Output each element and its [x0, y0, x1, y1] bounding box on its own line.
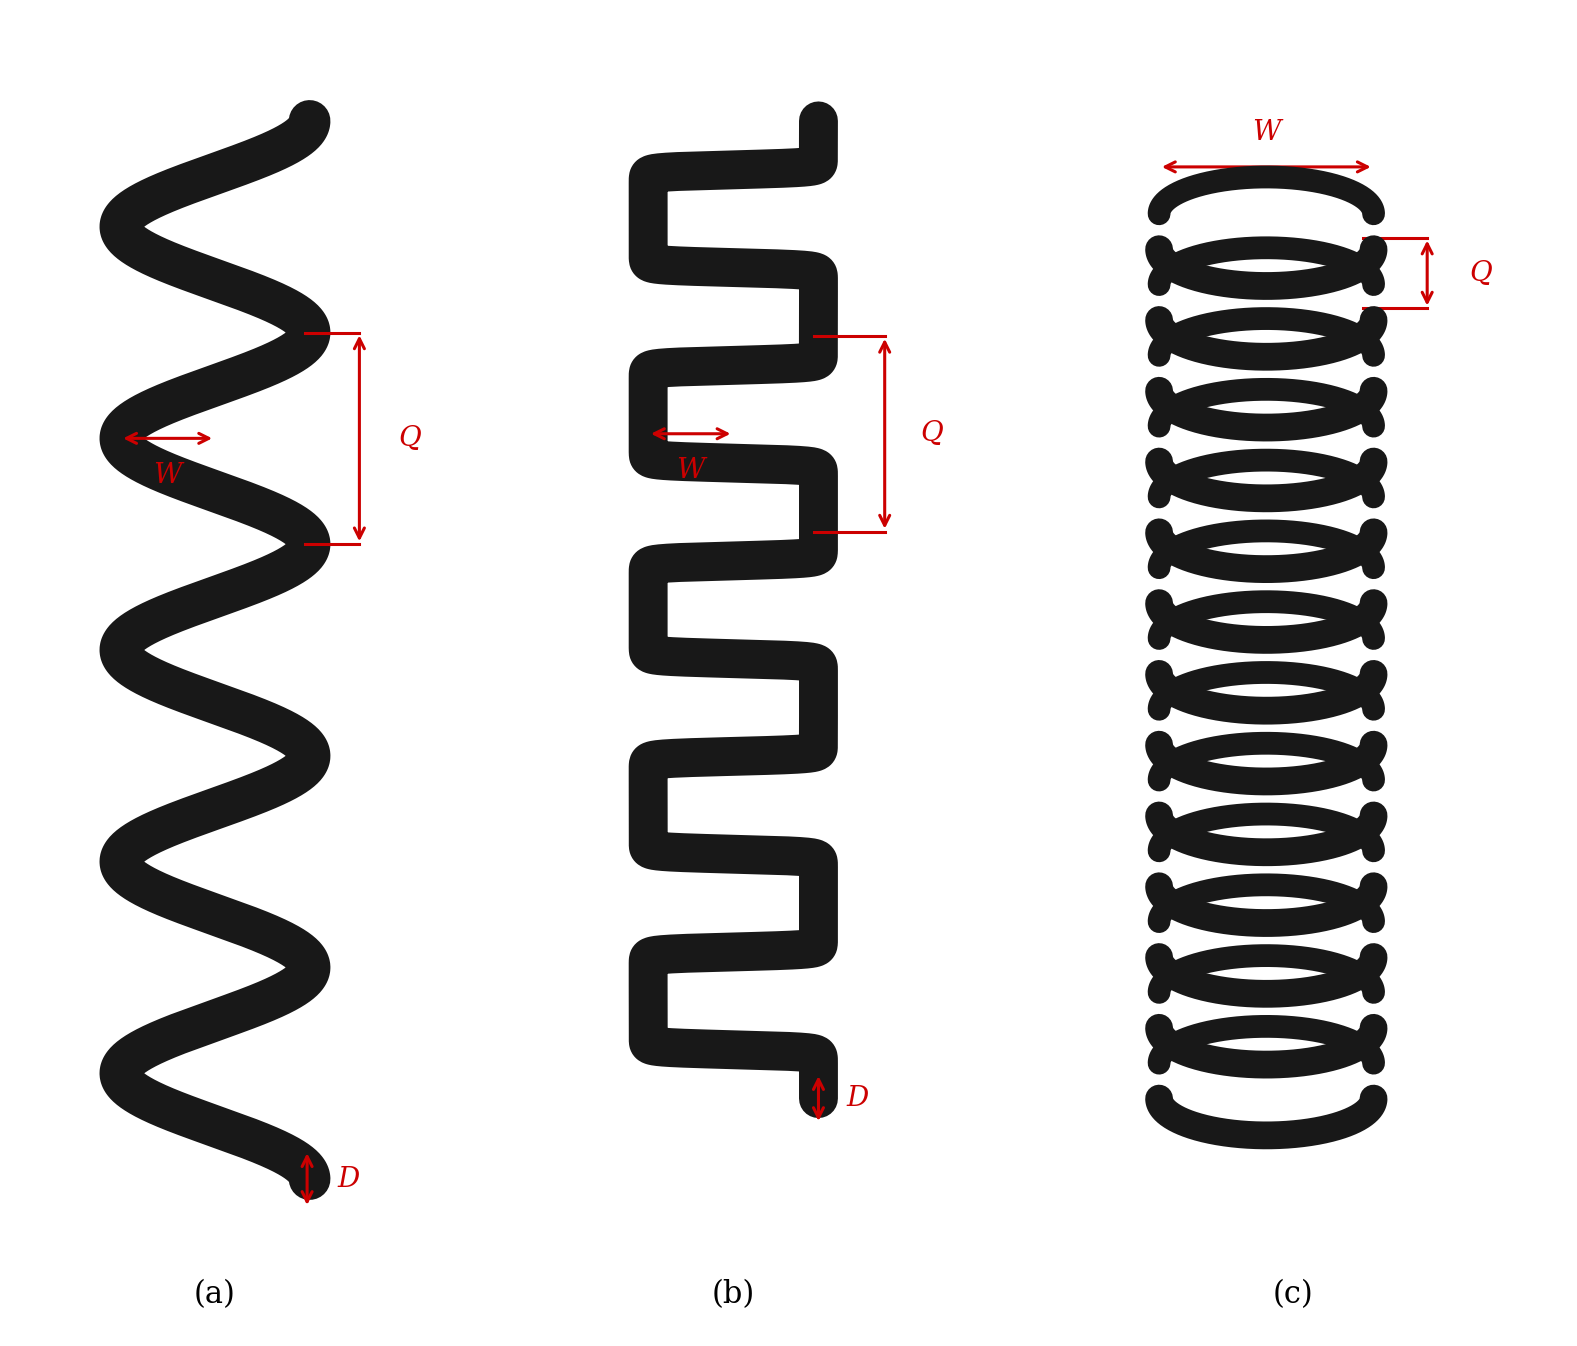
Text: (b): (b) [711, 1279, 755, 1310]
Text: (a): (a) [194, 1279, 237, 1310]
Text: D: D [847, 1085, 869, 1112]
Text: (c): (c) [1273, 1279, 1314, 1310]
Text: W: W [677, 458, 705, 485]
Text: D: D [337, 1166, 360, 1193]
Text: Q: Q [1470, 260, 1492, 287]
Text: W: W [153, 462, 181, 489]
Text: Q: Q [921, 420, 943, 447]
Text: W: W [1252, 118, 1281, 145]
Text: Q: Q [397, 425, 421, 452]
